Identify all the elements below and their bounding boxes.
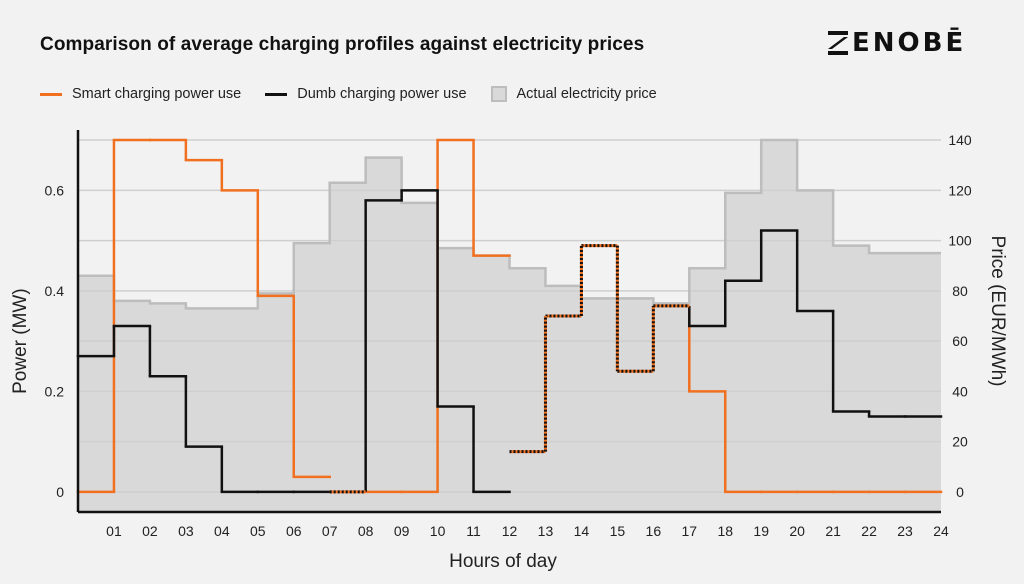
x-tick-label: 03 <box>178 523 194 539</box>
x-tick-label: 23 <box>897 523 913 539</box>
legend-swatch-price <box>490 86 507 102</box>
y2-tick-label: 140 <box>948 132 972 148</box>
y2-tick-label: 120 <box>948 182 972 198</box>
x-tick-label: 05 <box>250 523 266 539</box>
legend-item-price: Actual electricity price <box>490 86 657 102</box>
x-tick-label: 14 <box>574 523 590 539</box>
x-tick-label: 06 <box>286 523 302 539</box>
y2-tick-label: 80 <box>952 283 968 299</box>
legend-swatch-dumb <box>265 92 288 96</box>
x-axis-label: Hours of day <box>449 551 557 572</box>
y-tick-label: 0 <box>56 484 64 500</box>
y2-tick-label: 40 <box>952 383 968 399</box>
legend-label-dumb: Dumb charging power use <box>297 86 467 102</box>
x-tick-label: 20 <box>789 523 805 539</box>
x-tick-label: 15 <box>610 523 626 539</box>
x-tick-label: 22 <box>861 523 877 539</box>
x-tick-label: 18 <box>717 523 733 539</box>
x-tick-label: 21 <box>825 523 841 539</box>
x-tick-label: 24 <box>933 523 949 539</box>
legend-item-dumb: Dumb charging power use <box>265 86 467 102</box>
price-area <box>78 140 941 513</box>
y-tick-label: 0.6 <box>45 182 65 198</box>
y2-tick-label: 20 <box>952 434 968 450</box>
x-tick-label: 01 <box>106 523 122 539</box>
x-tick-label: 16 <box>646 523 662 539</box>
x-tick-label: 09 <box>394 523 410 539</box>
x-tick-label: 12 <box>502 523 518 539</box>
chart-title: Comparison of average charging profiles … <box>40 34 645 55</box>
logo-mark-icon <box>828 31 848 55</box>
enobe-logo: ENOBĒ <box>828 28 966 58</box>
legend-label-price: Actual electricity price <box>516 86 657 102</box>
legend-label-smart: Smart charging power use <box>72 86 242 102</box>
y-tick-label: 0.4 <box>45 283 65 299</box>
x-tick-label: 11 <box>466 523 481 539</box>
x-tick-label: 07 <box>322 523 338 539</box>
legend-item-smart: Smart charging power use <box>40 86 241 102</box>
y2-axis-label: Price (EUR/MWh) <box>987 236 1008 387</box>
y2-tick-label: 100 <box>948 233 972 249</box>
x-tick-label: 17 <box>682 523 698 539</box>
logo-text: ENOBĒ <box>852 28 967 58</box>
x-tick-label: 19 <box>753 523 769 539</box>
y2-tick-label: 0 <box>956 484 964 500</box>
y2-tick-label: 60 <box>952 333 968 349</box>
x-tick-label: 04 <box>214 523 230 539</box>
x-tick-label: 08 <box>358 523 374 539</box>
y-axis-label: Power (MW) <box>10 288 31 394</box>
legend-swatch-smart <box>40 92 62 96</box>
chart-legend: Smart charging power use Dumb charging p… <box>40 86 681 102</box>
y-tick-label: 0.2 <box>45 383 65 399</box>
x-tick-label: 13 <box>538 523 554 539</box>
x-tick-label: 02 <box>142 523 158 539</box>
x-tick-label: 10 <box>430 523 446 539</box>
